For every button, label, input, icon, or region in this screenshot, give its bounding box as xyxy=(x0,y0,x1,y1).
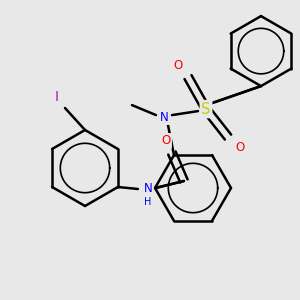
Text: I: I xyxy=(55,90,59,104)
Text: O: O xyxy=(161,134,170,148)
Text: N: N xyxy=(160,111,168,124)
Text: O: O xyxy=(173,58,183,72)
Text: N: N xyxy=(143,182,152,194)
Text: O: O xyxy=(236,141,244,154)
Text: H: H xyxy=(144,197,152,207)
Text: S: S xyxy=(201,102,211,117)
